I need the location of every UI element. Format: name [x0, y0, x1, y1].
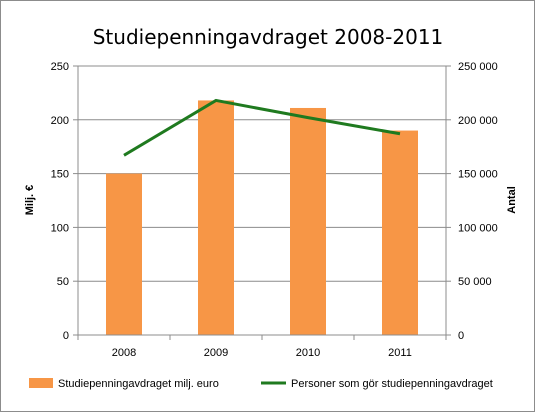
line-series-path [123, 98, 401, 157]
y2-tick-label: 100 000 [458, 222, 498, 234]
y-tick-label: 150 [51, 169, 69, 181]
y2-tick-label: 250 000 [458, 61, 498, 73]
legend-bar-label: Studiepenningavdraget milj. euro [58, 378, 219, 390]
y-tick-label: 0 [63, 330, 69, 342]
axes [73, 65, 451, 340]
x-tick-label: 2008 [112, 347, 136, 359]
y-axis-label: Milj. € [24, 185, 36, 216]
bar [106, 173, 142, 335]
y2-tick-label: 50 000 [458, 276, 492, 288]
line-series [123, 98, 401, 157]
bar [290, 107, 326, 336]
legend-line-label: Personer som gör studiepenningavdraget [291, 378, 493, 390]
x-tick-label: 2009 [204, 347, 228, 359]
legend-bar-swatch [29, 378, 53, 388]
tick-labels: 0 0 50 50 000 100 100 000 150 150 000 200 200 000… [51, 61, 498, 359]
y2-tick-label: 150 000 [458, 169, 498, 181]
x-tick-label: 2011 [388, 347, 412, 359]
y2-tick-label: 200 000 [458, 115, 498, 127]
y-tick-label: 250 [51, 61, 69, 73]
y2-tick-label: 0 [458, 330, 464, 342]
bars [106, 100, 418, 336]
x-tick-label: 2010 [296, 347, 320, 359]
y2-axis-label: Antal [506, 186, 518, 214]
y-tick-label: 200 [51, 115, 69, 127]
y-tick-label: 100 [51, 222, 69, 234]
y-tick-label: 50 [57, 276, 69, 288]
bar [382, 130, 418, 335]
chart-title: Studiepenningavdraget 2008-2011 [93, 25, 444, 49]
bar [198, 100, 234, 335]
legend: Studiepenningavdraget milj. euro Persone… [29, 378, 493, 390]
